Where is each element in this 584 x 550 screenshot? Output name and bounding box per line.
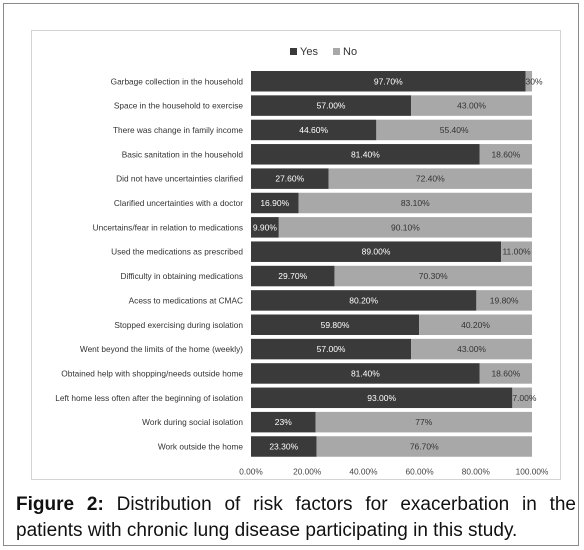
x-tick-label: 60.00% (406, 467, 435, 477)
category-label: Work outside the home (158, 442, 244, 452)
data-label-no: 43.00% (457, 344, 486, 354)
data-label-no: 30% (526, 76, 543, 86)
category-label: Went beyond the limits of the home (week… (80, 344, 243, 354)
data-label-yes: 93.00% (367, 393, 396, 403)
data-label-yes: 23.30% (269, 442, 298, 452)
category-label: Garbage collection in the household (111, 76, 244, 86)
data-label-no: 18.60% (491, 149, 520, 159)
bar-yes (251, 411, 316, 433)
bar-yes (251, 338, 412, 360)
bar-no (278, 217, 532, 238)
bar-yes (251, 217, 279, 238)
bar-no (479, 363, 532, 384)
data-label-yes: 23% (275, 417, 292, 427)
data-label-no: 70.30% (419, 271, 448, 281)
data-label-yes: 44.60% (299, 125, 328, 135)
category-label: Uncertains/fear in relation to medicatio… (93, 222, 243, 232)
bar-yes (251, 168, 329, 189)
bar-no (315, 411, 532, 433)
bar-no (316, 436, 532, 457)
bar-no (411, 95, 532, 116)
category-label: Did not have uncertainties clarified (116, 174, 243, 184)
category-label: Used the medications as prescribed (111, 247, 243, 257)
category-label: Stopped exercising during isolation (114, 320, 243, 330)
bar-yes (251, 119, 377, 141)
chart-panel: Yes No Garbage collection in the household… (31, 30, 561, 480)
data-label-no: 43.00% (457, 101, 486, 111)
bar-no (411, 338, 532, 360)
category-label: Acess to medications at CMAC (129, 295, 243, 305)
data-label-no: 77% (415, 417, 432, 427)
x-tick-label: 100.00% (516, 467, 549, 477)
data-label-no: 11.00% (502, 247, 531, 257)
bar-no (512, 387, 532, 409)
caption-text: Distribution of risk factors for exacerb… (16, 494, 576, 541)
legend-swatch-yes (290, 48, 297, 55)
data-label-yes: 59.80% (321, 320, 350, 330)
data-label-yes: 57.00% (317, 101, 346, 111)
data-label-yes: 89.00% (362, 247, 391, 257)
bar-yes (251, 314, 420, 335)
x-tick-label: 80.00% (462, 467, 491, 477)
data-label-no: 18.60% (491, 368, 520, 378)
figure-caption: Figure 2: Distribution of risk factors f… (16, 492, 576, 544)
legend-label-no: No (343, 46, 357, 58)
bar-yes (251, 241, 502, 262)
data-label-yes: 80.20% (349, 295, 378, 305)
bar-no (334, 265, 532, 287)
bar-yes (251, 95, 412, 116)
category-label: Difficulty in obtaining medications (120, 271, 243, 281)
bar-no (419, 314, 532, 335)
data-label-no: 72.40% (416, 174, 445, 184)
data-label-no: 90.10% (391, 222, 420, 232)
data-label-yes: 81.40% (351, 368, 380, 378)
bar-yes (251, 436, 317, 457)
data-label-no: 55.40% (440, 125, 469, 135)
data-label-no: 19.80% (490, 295, 519, 305)
figure-frame: Yes No Garbage collection in the household… (3, 3, 579, 546)
category-label: There was change in family income (113, 125, 243, 135)
data-label-no: 7.00% (512, 393, 537, 403)
bar-yes (251, 265, 335, 287)
caption-label: Figure 2: (16, 494, 104, 515)
category-label: Obtained help with shopping/needs outsid… (61, 368, 243, 378)
data-label-no: 83.10% (401, 198, 430, 208)
bar-no (298, 192, 532, 214)
bar-no (376, 119, 532, 141)
data-label-no: 76.70% (410, 442, 439, 452)
data-label-yes: 16.90% (260, 198, 289, 208)
bar-yes (251, 387, 513, 409)
data-label-yes: 57.00% (317, 344, 346, 354)
bar-no (525, 71, 532, 92)
category-label: Work during social isolation (142, 417, 243, 427)
stacked-bar-chart: Yes No Garbage collection in the household… (55, 46, 549, 477)
x-tick-label: 40.00% (349, 467, 378, 477)
data-label-no: 40.20% (461, 320, 490, 330)
bar-yes (251, 144, 480, 165)
data-label-yes: 29.70% (278, 271, 307, 281)
bar-no (328, 168, 532, 189)
legend-label-yes: Yes (300, 46, 318, 58)
bar-no (476, 290, 532, 311)
bar-no (479, 144, 532, 165)
category-label: Basic sanitation in the household (122, 149, 244, 159)
x-tick-label: 0.00% (239, 467, 263, 477)
bar-yes (251, 192, 299, 214)
bar-no (501, 241, 532, 262)
category-label: Left home less often after the beginning… (55, 393, 243, 403)
data-label-yes: 9.90% (253, 222, 278, 232)
x-tick-label: 20.00% (293, 467, 322, 477)
bar-yes (251, 71, 526, 92)
legend-swatch-no (333, 48, 340, 55)
bar-yes (251, 290, 477, 311)
data-label-yes: 97.70% (374, 76, 403, 86)
data-label-yes: 27.60% (275, 174, 304, 184)
bar-yes (251, 363, 480, 384)
category-label: Clarified uncertainties with a doctor (114, 198, 243, 208)
data-label-yes: 81.40% (351, 149, 380, 159)
category-label: Space in the household to exercise (114, 101, 244, 111)
